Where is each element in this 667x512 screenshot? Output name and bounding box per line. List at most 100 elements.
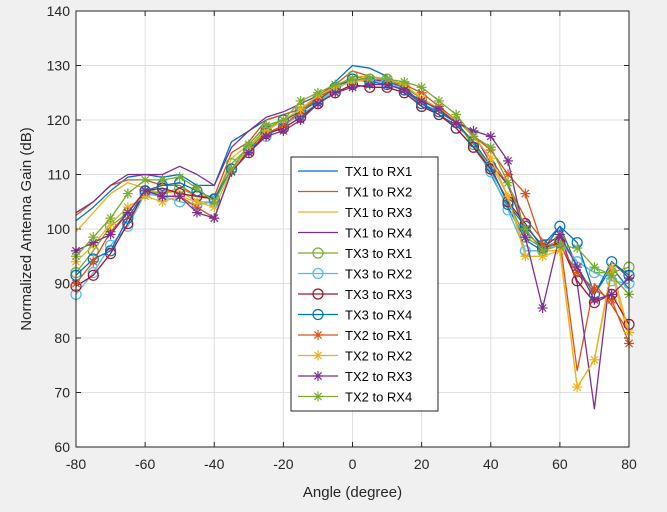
data-point bbox=[572, 243, 583, 254]
x-tick-label: -80 bbox=[66, 456, 86, 472]
data-point bbox=[416, 82, 427, 93]
legend-label: TX3 to RX2 bbox=[345, 267, 412, 282]
data-point bbox=[589, 294, 600, 305]
legend: TX1 to RX1 TX1 to RX2 TX1 to RX3 TX1 to RX4… bbox=[290, 156, 439, 412]
y-tick-label: 60 bbox=[54, 439, 70, 455]
legend-label: TX1 to RX2 bbox=[345, 185, 412, 200]
series-line bbox=[75, 64, 630, 296]
data-point bbox=[209, 213, 220, 224]
x-axis-label: Angle (degree) bbox=[303, 484, 402, 501]
data-point bbox=[122, 188, 133, 199]
data-point bbox=[330, 79, 341, 90]
y-tick-label: 90 bbox=[54, 276, 70, 292]
data-point bbox=[347, 74, 358, 85]
legend-marker bbox=[312, 288, 324, 300]
data-point bbox=[554, 240, 565, 251]
data-point bbox=[312, 98, 323, 109]
x-tick-label: -60 bbox=[135, 456, 155, 472]
y-tick-label: 120 bbox=[47, 112, 71, 128]
data-point bbox=[226, 164, 237, 175]
x-tick-label: 80 bbox=[621, 456, 637, 472]
data-point bbox=[295, 104, 306, 115]
data-point bbox=[105, 229, 116, 240]
legend-marker bbox=[312, 247, 324, 259]
legend-item: TX3 to RX2 bbox=[298, 267, 412, 282]
data-point bbox=[485, 142, 496, 153]
legend-label: TX2 to RX2 bbox=[345, 349, 412, 364]
data-point bbox=[191, 183, 202, 194]
data-point bbox=[416, 95, 427, 106]
data-point bbox=[140, 174, 151, 185]
data-point bbox=[295, 95, 306, 106]
data-point bbox=[589, 283, 600, 294]
data-point bbox=[174, 172, 185, 183]
y-axis-label: Normalized Antenna Gain (dB) bbox=[18, 127, 35, 330]
data-point bbox=[140, 185, 151, 196]
y-tick-label: 100 bbox=[47, 221, 71, 237]
data-point bbox=[433, 95, 444, 106]
data-point bbox=[312, 87, 323, 98]
data-point bbox=[157, 174, 168, 185]
data-point bbox=[537, 245, 548, 256]
y-tick-label: 70 bbox=[54, 385, 70, 401]
data-point bbox=[572, 382, 583, 393]
series-layer bbox=[70, 64, 635, 410]
legend-marker bbox=[313, 371, 323, 381]
legend-item: TX1 to RX1 bbox=[298, 164, 412, 179]
legend-item: TX3 to RX3 bbox=[298, 287, 412, 302]
data-point bbox=[503, 155, 514, 166]
legend-label: TX2 to RX3 bbox=[345, 369, 412, 384]
x-tick-label: 60 bbox=[552, 456, 568, 472]
legend-marker bbox=[313, 391, 323, 402]
legend-item: TX2 to RX2 bbox=[298, 349, 412, 364]
legend-box bbox=[290, 156, 439, 412]
legend-item: TX2 to RX1 bbox=[298, 328, 412, 343]
data-point bbox=[554, 229, 565, 240]
data-point bbox=[572, 262, 583, 273]
data-point bbox=[503, 191, 514, 202]
legend-item: TX3 to RX1 bbox=[298, 246, 412, 261]
data-point bbox=[606, 270, 617, 281]
data-point bbox=[278, 125, 289, 136]
data-point bbox=[520, 188, 531, 199]
x-tick-label: -40 bbox=[204, 456, 224, 472]
legend-marker bbox=[312, 267, 324, 280]
tick-labels: -80 -60 -40 -20 0 20 40 60 80 60 70 80 90 100 110 120 13… bbox=[47, 3, 637, 472]
x-tick-label: -20 bbox=[273, 456, 293, 472]
legend-label: TX1 to RX1 bbox=[345, 164, 412, 179]
data-point bbox=[485, 153, 496, 164]
data-point bbox=[399, 85, 410, 96]
data-point bbox=[88, 256, 99, 267]
data-point bbox=[537, 303, 548, 314]
data-point bbox=[261, 120, 272, 131]
legend-label: TX3 to RX1 bbox=[345, 246, 412, 261]
data-point bbox=[191, 207, 202, 218]
data-point bbox=[399, 76, 410, 87]
data-point bbox=[589, 354, 600, 365]
data-point bbox=[122, 207, 133, 218]
data-point bbox=[243, 139, 254, 150]
y-tick-label: 130 bbox=[47, 58, 71, 74]
legend-marker bbox=[313, 350, 323, 361]
data-point bbox=[382, 74, 393, 85]
data-point bbox=[261, 131, 272, 142]
legend-label: TX3 to RX3 bbox=[345, 287, 412, 302]
plot-frame bbox=[75, 10, 630, 448]
legend-label: TX2 to RX1 bbox=[345, 328, 412, 343]
data-point bbox=[191, 196, 202, 207]
legend-marker bbox=[313, 330, 323, 340]
y-tick-label: 80 bbox=[54, 330, 70, 346]
data-point bbox=[503, 177, 514, 188]
data-point bbox=[88, 232, 99, 243]
data-point bbox=[485, 131, 496, 142]
legend-label: TX2 to RX4 bbox=[345, 390, 412, 405]
data-point bbox=[364, 74, 375, 85]
legend-item: TX1 to RX3 bbox=[298, 205, 412, 220]
data-point bbox=[520, 224, 531, 234]
data-point bbox=[606, 262, 617, 273]
data-point bbox=[278, 115, 289, 125]
data-point bbox=[451, 109, 462, 120]
series-12 bbox=[71, 74, 634, 300]
